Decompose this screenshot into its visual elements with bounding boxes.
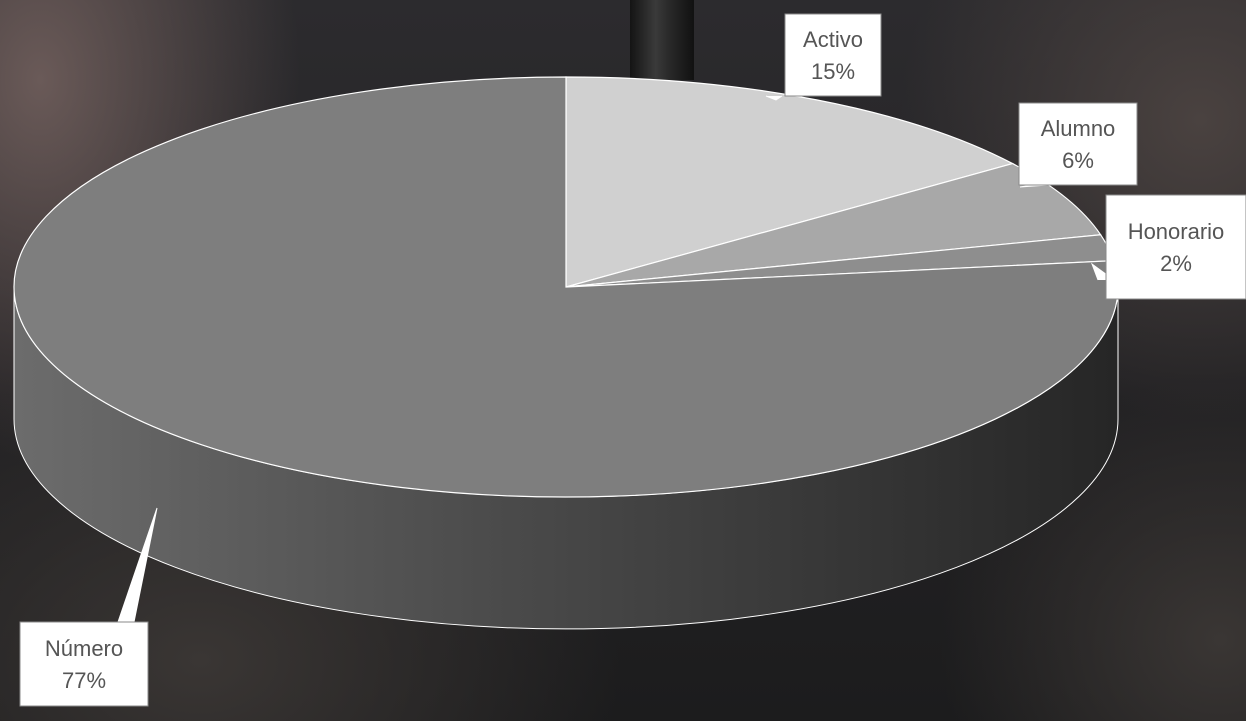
data-label-percent: 77% bbox=[62, 668, 106, 693]
data-label-category: Honorario bbox=[1128, 219, 1225, 244]
data-label-alumno: Alumno 6% bbox=[1018, 102, 1138, 186]
data-label-percent: 6% bbox=[1062, 148, 1094, 173]
data-label-category: Número bbox=[45, 636, 123, 661]
data-labels: Activo 15% Alumno 6% Honorario 2% Número 77% bbox=[19, 13, 1246, 707]
leader-lines bbox=[117, 95, 1115, 623]
data-label-category: Activo bbox=[803, 27, 863, 52]
pie-slice-activo bbox=[565, 76, 1015, 288]
data-label-honorario: Honorario 2% bbox=[1105, 194, 1246, 300]
pie-slice-alumno bbox=[565, 162, 1102, 288]
leader-line-numero bbox=[117, 507, 158, 623]
background-photo-detail bbox=[630, 0, 694, 80]
pie-slice-numero bbox=[13, 76, 1119, 498]
data-label-category: Alumno bbox=[1041, 116, 1116, 141]
leader-line-activo bbox=[765, 95, 783, 101]
data-label-percent: 2% bbox=[1160, 251, 1192, 276]
data-label-percent: 15% bbox=[811, 59, 855, 84]
data-label-activo: Activo 15% bbox=[784, 13, 882, 97]
data-label-numero: Número 77% bbox=[19, 621, 149, 707]
pie-top-face bbox=[13, 76, 1119, 498]
